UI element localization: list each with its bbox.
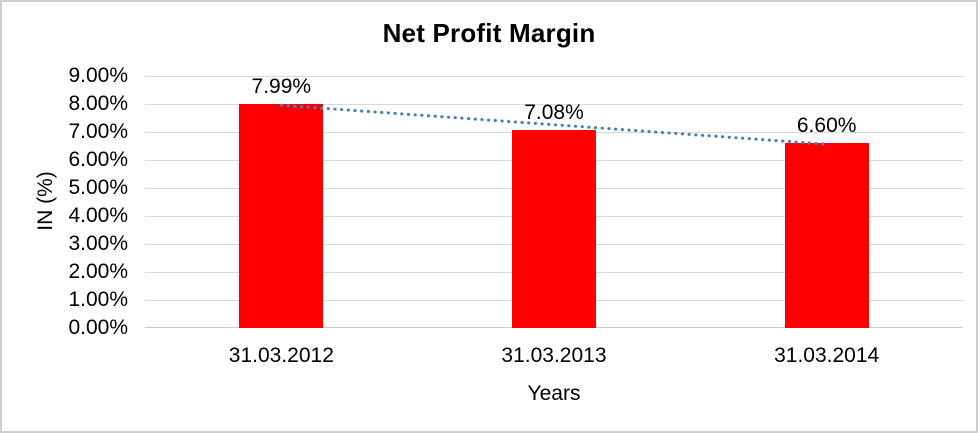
chart-title: Net Profit Margin xyxy=(382,18,596,48)
x-axis-title: Years xyxy=(527,382,581,405)
gridline xyxy=(145,104,963,105)
y-axis-tick-label: 9.00% xyxy=(68,64,128,87)
y-axis-tick-label: 5.00% xyxy=(68,176,128,199)
y-axis-tick-label: 8.00% xyxy=(68,92,128,115)
bar-value-label: 7.99% xyxy=(251,75,312,99)
bar-value-label: 7.08% xyxy=(524,100,584,124)
bar-value-label: 6.60% xyxy=(796,114,857,138)
y-axis-tick-label: 6.00% xyxy=(68,148,128,171)
y-axis-tick-label: 0.00% xyxy=(68,316,128,339)
bar-31.03.2012 xyxy=(239,104,324,328)
bar-31.03.2013 xyxy=(512,129,596,328)
trendline xyxy=(279,103,829,146)
x-axis-category-label: 31.03.2014 xyxy=(774,344,880,367)
x-axis-category-label: 31.03.2013 xyxy=(501,344,607,367)
y-axis-tick-label: 2.00% xyxy=(68,260,128,283)
y-axis-tick-label: 3.00% xyxy=(68,232,128,255)
bar-31.03.2014 xyxy=(784,143,869,328)
y-axis-tick-label: 4.00% xyxy=(68,204,128,227)
x-axis-category-label: 31.03.2012 xyxy=(228,344,334,367)
y-axis-tick-label: 7.00% xyxy=(68,120,128,143)
gridline xyxy=(145,76,963,77)
trendline-layer xyxy=(279,103,829,146)
y-axis-tick-label: 1.00% xyxy=(68,288,128,311)
plot-area: 7.99% 7.08% 6.60% xyxy=(145,75,963,328)
